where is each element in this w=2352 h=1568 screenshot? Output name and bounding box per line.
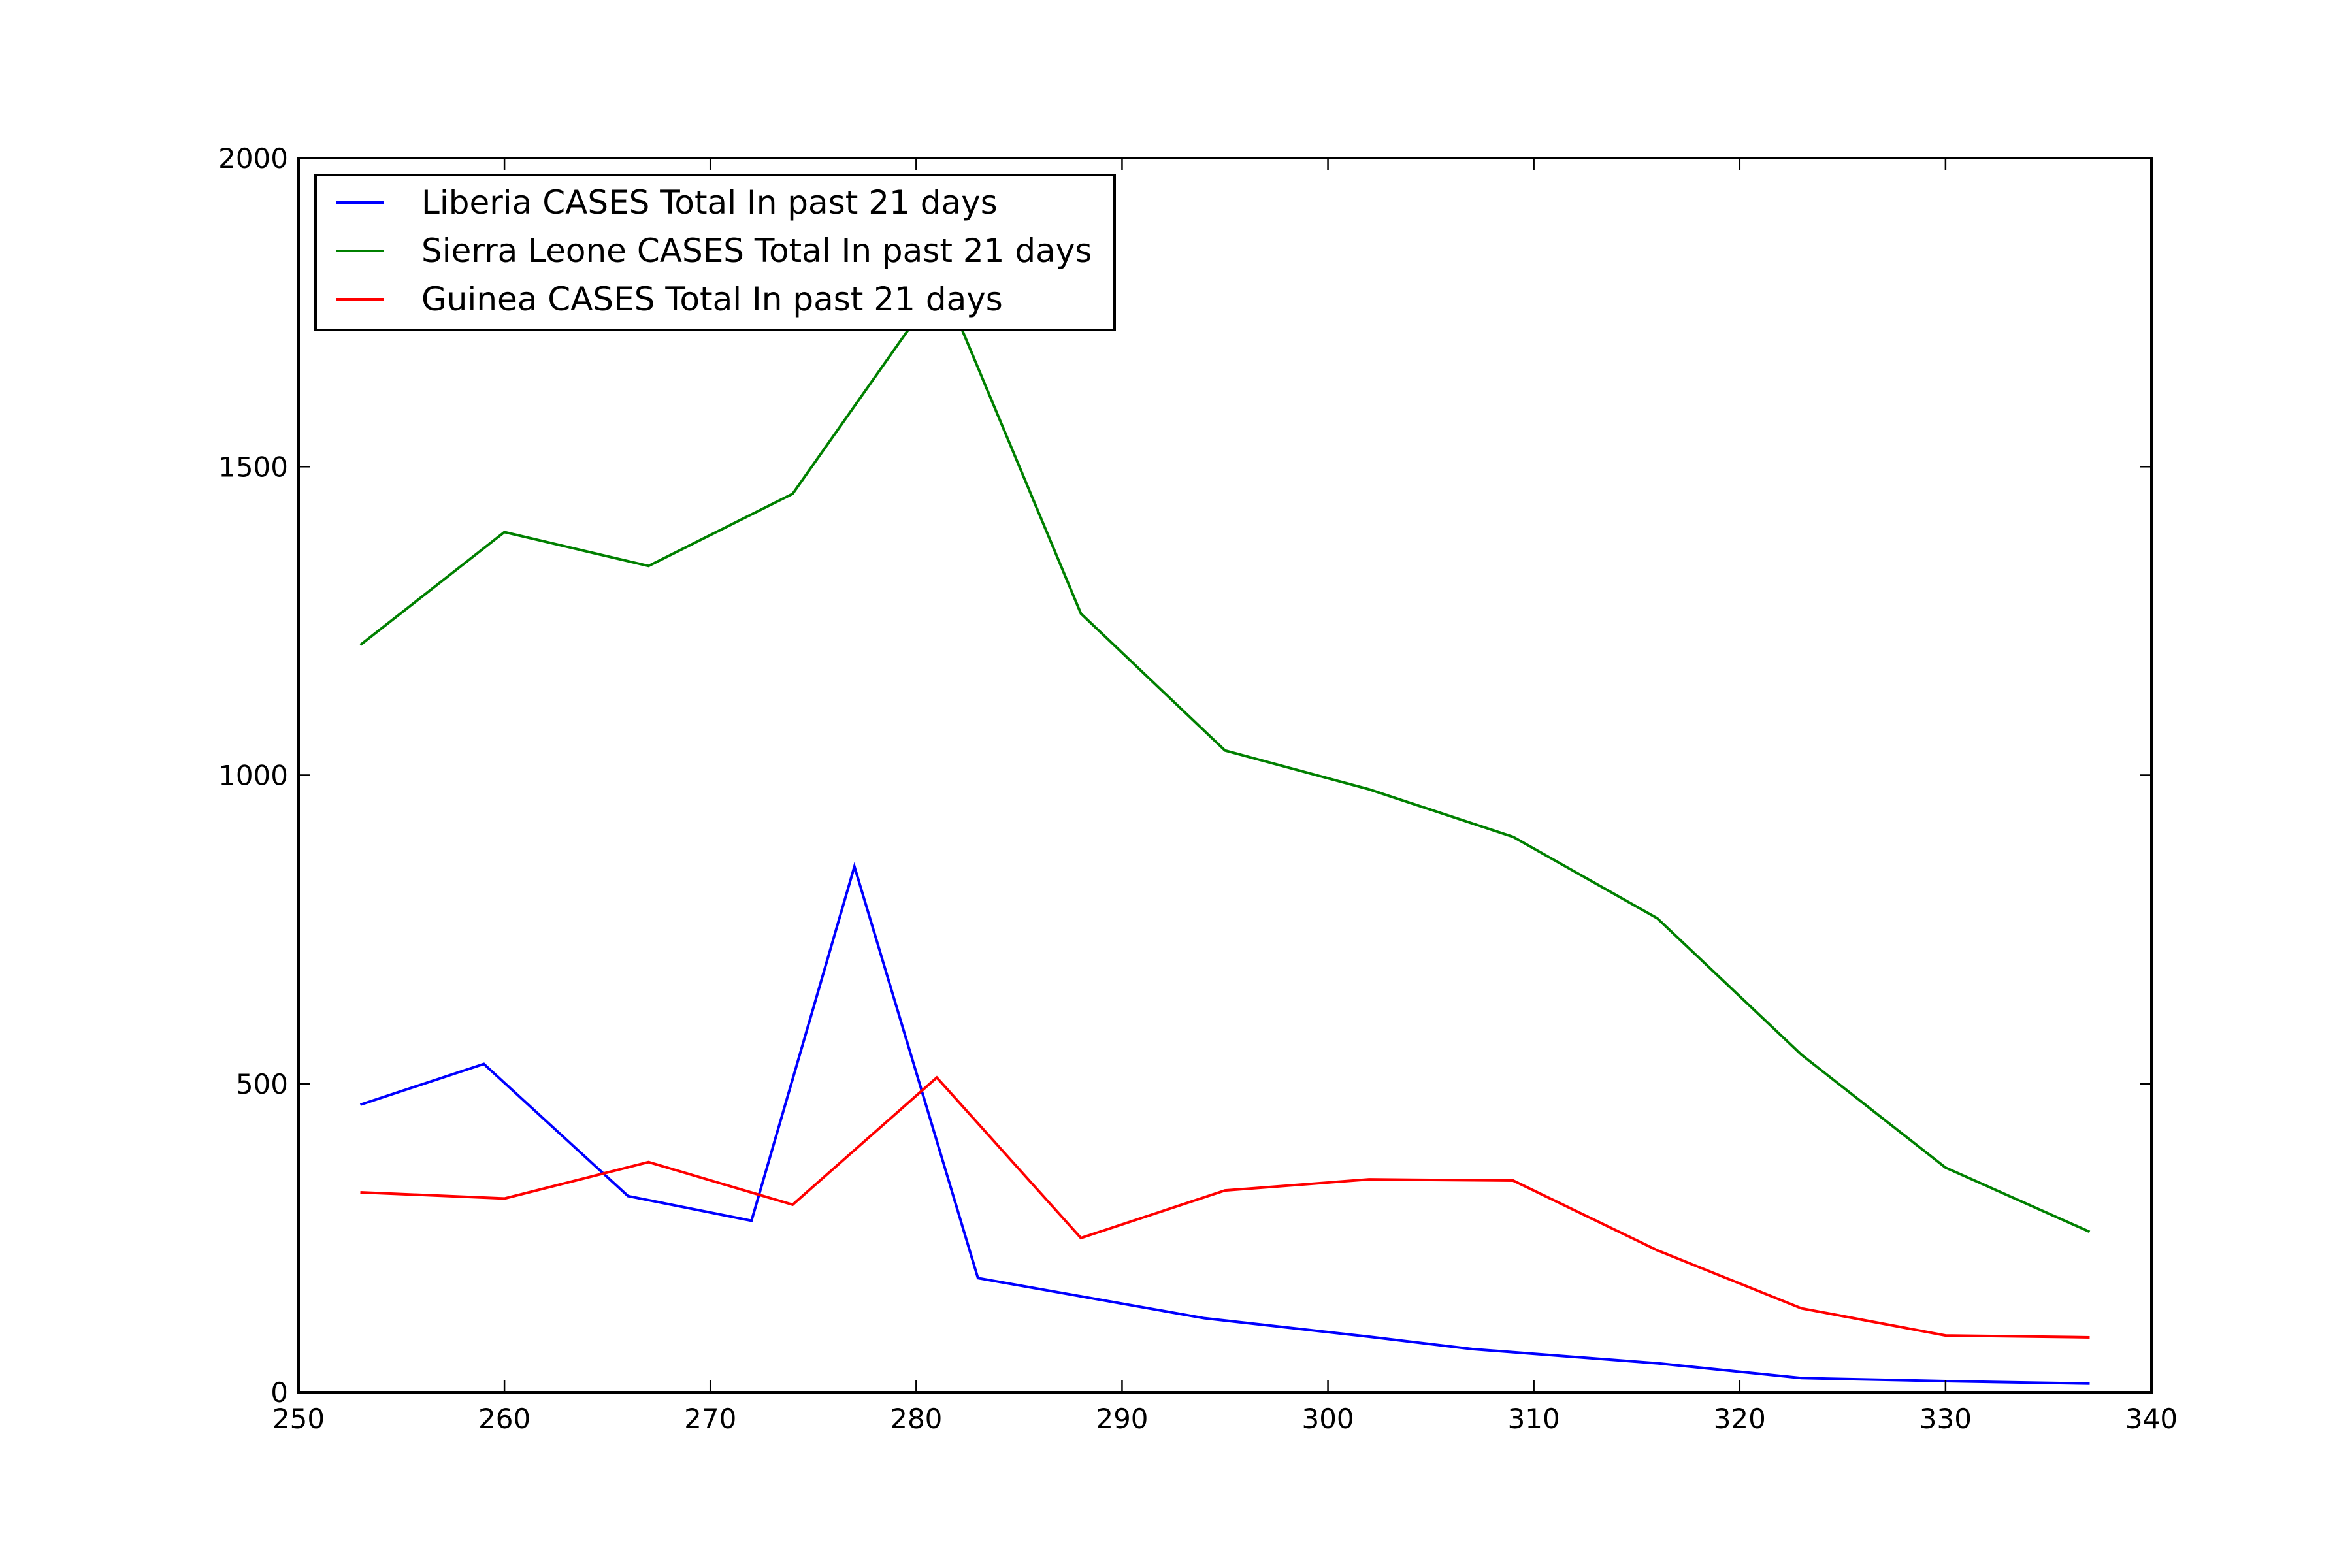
legend-label-sierra-leone: Sierra Leone CASES Total In past 21 days [421, 232, 1092, 270]
series-sierra-leone [359, 317, 2091, 1233]
y-tick-label: 2000 [218, 142, 288, 174]
data-point [1801, 1378, 1802, 1379]
x-tick-label: 340 [2125, 1403, 2178, 1435]
data-point [751, 1220, 752, 1221]
series-line [359, 317, 2091, 1233]
x-tick-label: 300 [1301, 1403, 1354, 1435]
legend-label-guinea: Guinea CASES Total In past 21 days [421, 280, 1003, 318]
x-tick-label: 310 [1508, 1403, 1560, 1435]
legend-box [314, 174, 1116, 331]
y-tick-label: 0 [270, 1377, 288, 1409]
data-point [2089, 1383, 2090, 1384]
tick-layer: 250 260 270 280 290 300 310 320 330 340 0 500 1000 15… [218, 142, 2178, 1435]
data-point [1225, 750, 1226, 751]
data-point [1657, 918, 1658, 919]
x-tick-label: 290 [1096, 1403, 1148, 1435]
y-tick-label: 1000 [218, 760, 288, 792]
x-tick-label: 270 [684, 1403, 736, 1435]
data-point [1801, 1308, 1802, 1309]
y-tick-label: 1500 [218, 451, 288, 483]
x-tick-label: 320 [1714, 1403, 1766, 1435]
data-point [1513, 836, 1514, 837]
data-point [1657, 1363, 1658, 1364]
data-point [977, 1278, 978, 1279]
data-point [1472, 1348, 1473, 1349]
x-tick-label: 250 [272, 1403, 325, 1435]
data-point [854, 866, 855, 867]
x-tick-label: 330 [1919, 1403, 1972, 1435]
y-tick-label: 500 [236, 1068, 288, 1100]
series-line [360, 1075, 2090, 1339]
x-tick-label: 260 [478, 1403, 531, 1435]
data-point [1945, 1335, 1946, 1336]
legend-label-liberia: Liberia CASES Total In past 21 days [421, 184, 998, 221]
legend: Liberia CASES Total In past 21 days Sier… [314, 174, 1116, 331]
data-point [360, 1104, 361, 1105]
data-point [1801, 1054, 1802, 1055]
series-liberia [359, 862, 2090, 1385]
x-tick-label: 280 [890, 1403, 942, 1435]
data-point [936, 1077, 937, 1078]
data-point [792, 493, 793, 494]
series-layer [359, 317, 2091, 1385]
data-point [504, 1198, 505, 1199]
series-line [359, 862, 2090, 1385]
series-guinea [360, 1075, 2090, 1339]
data-point [1225, 1190, 1226, 1191]
data-point [792, 1204, 793, 1205]
